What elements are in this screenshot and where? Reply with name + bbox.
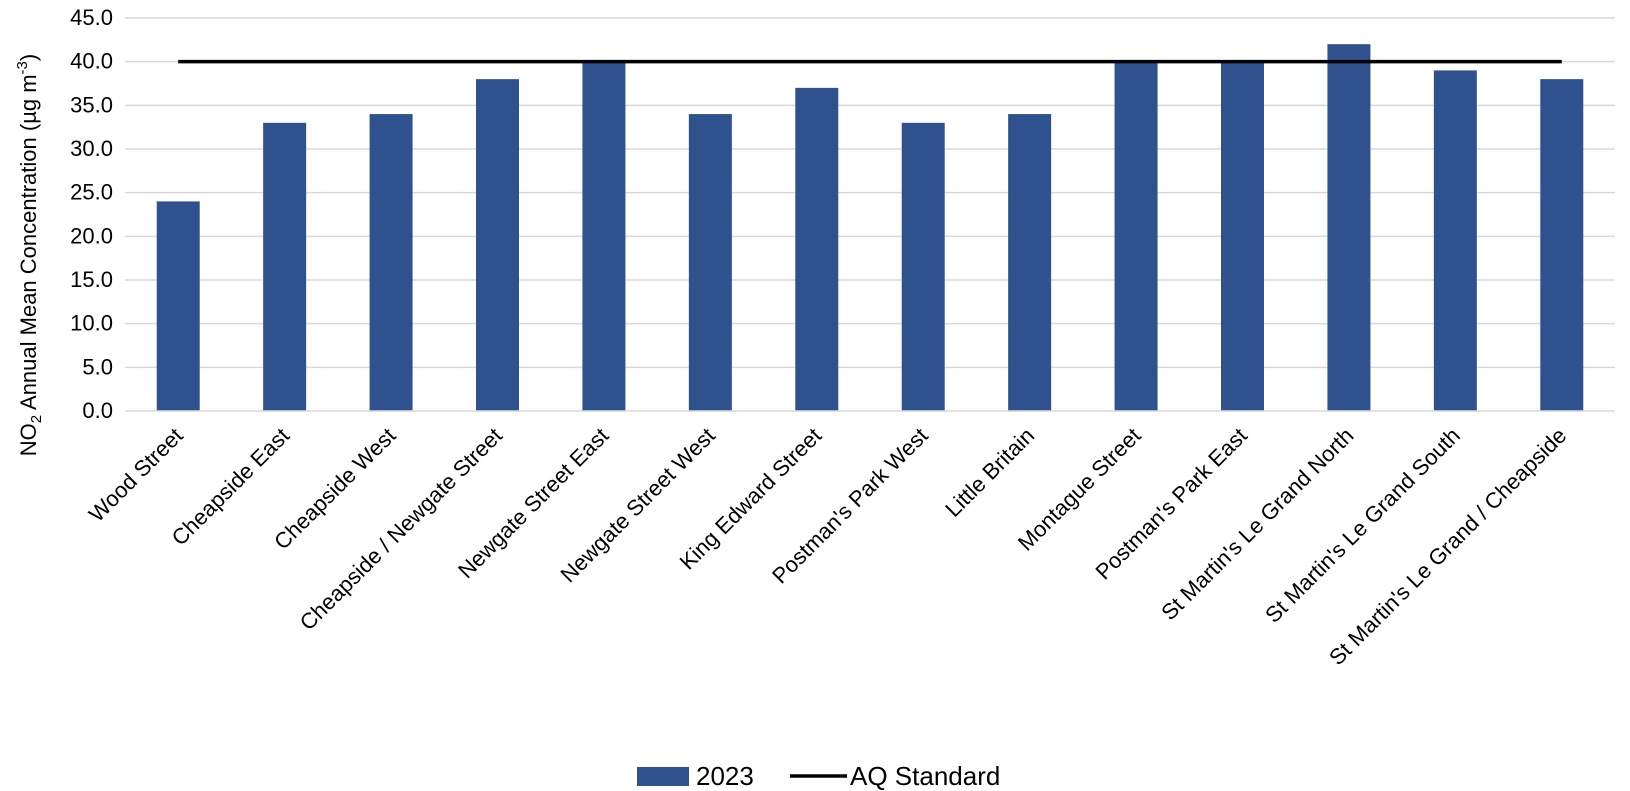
bar	[688, 114, 732, 412]
y-tick-label: 5.0	[82, 354, 113, 379]
y-tick-label: 35.0	[70, 92, 113, 117]
y-axis-ticks: 0.0 5.0 10.0 15.0 20.0 25.0 30.0 35.0 40.0 45.0	[70, 5, 113, 423]
x-category-label: Cheapside / Newgate Street	[295, 423, 507, 635]
bar	[369, 114, 413, 412]
y-tick-label: 10.0	[70, 311, 113, 336]
legend: 2023 AQ Standard	[637, 761, 1000, 791]
bar	[1433, 70, 1477, 412]
legend-label-aq-standard: AQ Standard	[850, 761, 1000, 791]
bar	[156, 201, 200, 411]
x-category-label: St Martin's Le Grand South	[1260, 423, 1465, 628]
x-category-label: Wood Street	[84, 423, 188, 527]
x-category-label: St Martin's Le Grand / Cheapside	[1324, 423, 1571, 670]
bar	[795, 87, 839, 411]
y-tick-label: 40.0	[70, 49, 113, 74]
y-tick-label: 20.0	[70, 223, 113, 248]
bar	[1540, 79, 1584, 411]
y-axis-title-subscript: 2	[28, 415, 45, 423]
x-category-label: Little Britain	[940, 423, 1039, 522]
bar	[476, 79, 519, 411]
legend-swatch-2023	[637, 767, 689, 786]
gridlines	[125, 17, 1615, 369]
bar	[1008, 114, 1052, 412]
legend-label-2023: 2023	[696, 761, 754, 791]
y-axis-title-superscript: -3	[14, 61, 31, 74]
bar	[1114, 61, 1158, 412]
bar	[901, 122, 945, 412]
y-tick-label: 45.0	[70, 5, 113, 30]
bar	[1327, 44, 1371, 411]
bar	[582, 61, 626, 412]
y-tick-label: 15.0	[70, 267, 113, 292]
x-category-label: St Martin's Le Grand North	[1156, 423, 1358, 625]
bars	[156, 44, 1584, 412]
bar	[1221, 61, 1264, 412]
y-tick-label: 0.0	[82, 398, 113, 423]
y-tick-label: 30.0	[70, 136, 113, 161]
y-axis-title: NO2 Annual Mean Concentration (µg m-3)	[14, 54, 45, 456]
bar	[263, 122, 307, 412]
y-tick-label: 25.0	[70, 180, 113, 205]
